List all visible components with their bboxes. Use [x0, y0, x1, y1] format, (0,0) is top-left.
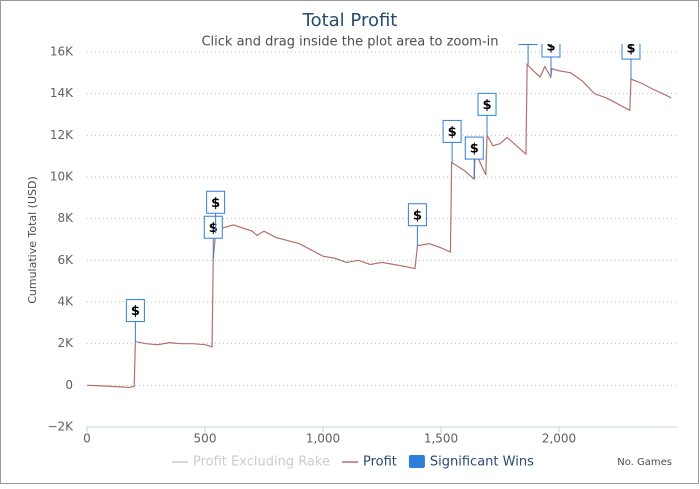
y-tick-label: 0 [65, 378, 73, 392]
flag: $ [206, 190, 226, 234]
x-tick-label: 1,500 [424, 432, 458, 446]
flag-text: $ [131, 304, 140, 319]
flag: $ [477, 92, 497, 136]
flag-box [464, 136, 484, 160]
flag-box [203, 215, 223, 239]
flag: $ [621, 42, 641, 80]
flag-text: $ [482, 98, 491, 113]
legend-label: Profit [363, 455, 397, 470]
flag-text: $ [546, 40, 555, 55]
legend-item[interactable]: Profit Excluding Rake [172, 455, 330, 470]
y-tick-label: 4K [57, 295, 74, 309]
flag: $ [203, 215, 223, 259]
flag: $ [407, 203, 427, 246]
chart-subtitle: Click and drag inside the plot area to z… [201, 35, 498, 50]
flag-text: $ [211, 196, 220, 211]
legend-symbol [408, 455, 425, 468]
flag-box [407, 203, 427, 227]
y-tick-label: 10K [50, 170, 74, 184]
x-axis-title: No. Games [617, 457, 672, 468]
flag-text: $ [470, 142, 479, 157]
y-axis-title: Cumulative Total (USD) [26, 176, 39, 304]
flag-text: $ [209, 221, 218, 236]
flag: $ [541, 40, 561, 77]
flag-box [518, 44, 538, 45]
legend-item[interactable]: Profit [341, 455, 397, 470]
flag: $ [518, 44, 538, 65]
flag-box [442, 119, 462, 143]
y-tick-label: 8K [57, 211, 74, 225]
y-tick-label: 6K [57, 253, 74, 267]
x-tick-label: 0 [83, 432, 91, 446]
legend-label: Significant Wins [430, 455, 534, 470]
flag-box [477, 92, 497, 116]
x-tick-label: 2,000 [542, 432, 576, 446]
flag-text: $ [448, 125, 457, 140]
y-tick-label: 14K [50, 86, 74, 100]
legend-item[interactable]: Significant Wins [408, 455, 534, 470]
flag: $ [125, 299, 145, 342]
flag: $ [464, 136, 484, 180]
y-tick-label: 12K [50, 128, 74, 142]
y-tick-label: −2K [47, 420, 74, 434]
y-tick-label: 2K [57, 336, 74, 350]
chart-title: Total Profit [302, 10, 398, 31]
flag-text: $ [626, 42, 635, 57]
legend-label: Profit Excluding Rake [193, 455, 330, 470]
flag: $ [442, 119, 462, 163]
flag-box [541, 44, 561, 58]
y-tick-label: 16K [50, 45, 74, 59]
x-tick-label: 1,000 [306, 432, 340, 446]
x-tick-label: 500 [194, 432, 217, 446]
flag-box [125, 299, 145, 323]
flag-text: $ [413, 208, 422, 223]
flag-box [206, 190, 226, 214]
plot-area: $ $ $ $ $ $ $ $ $ $ [87, 40, 672, 389]
flag-box [621, 44, 641, 60]
